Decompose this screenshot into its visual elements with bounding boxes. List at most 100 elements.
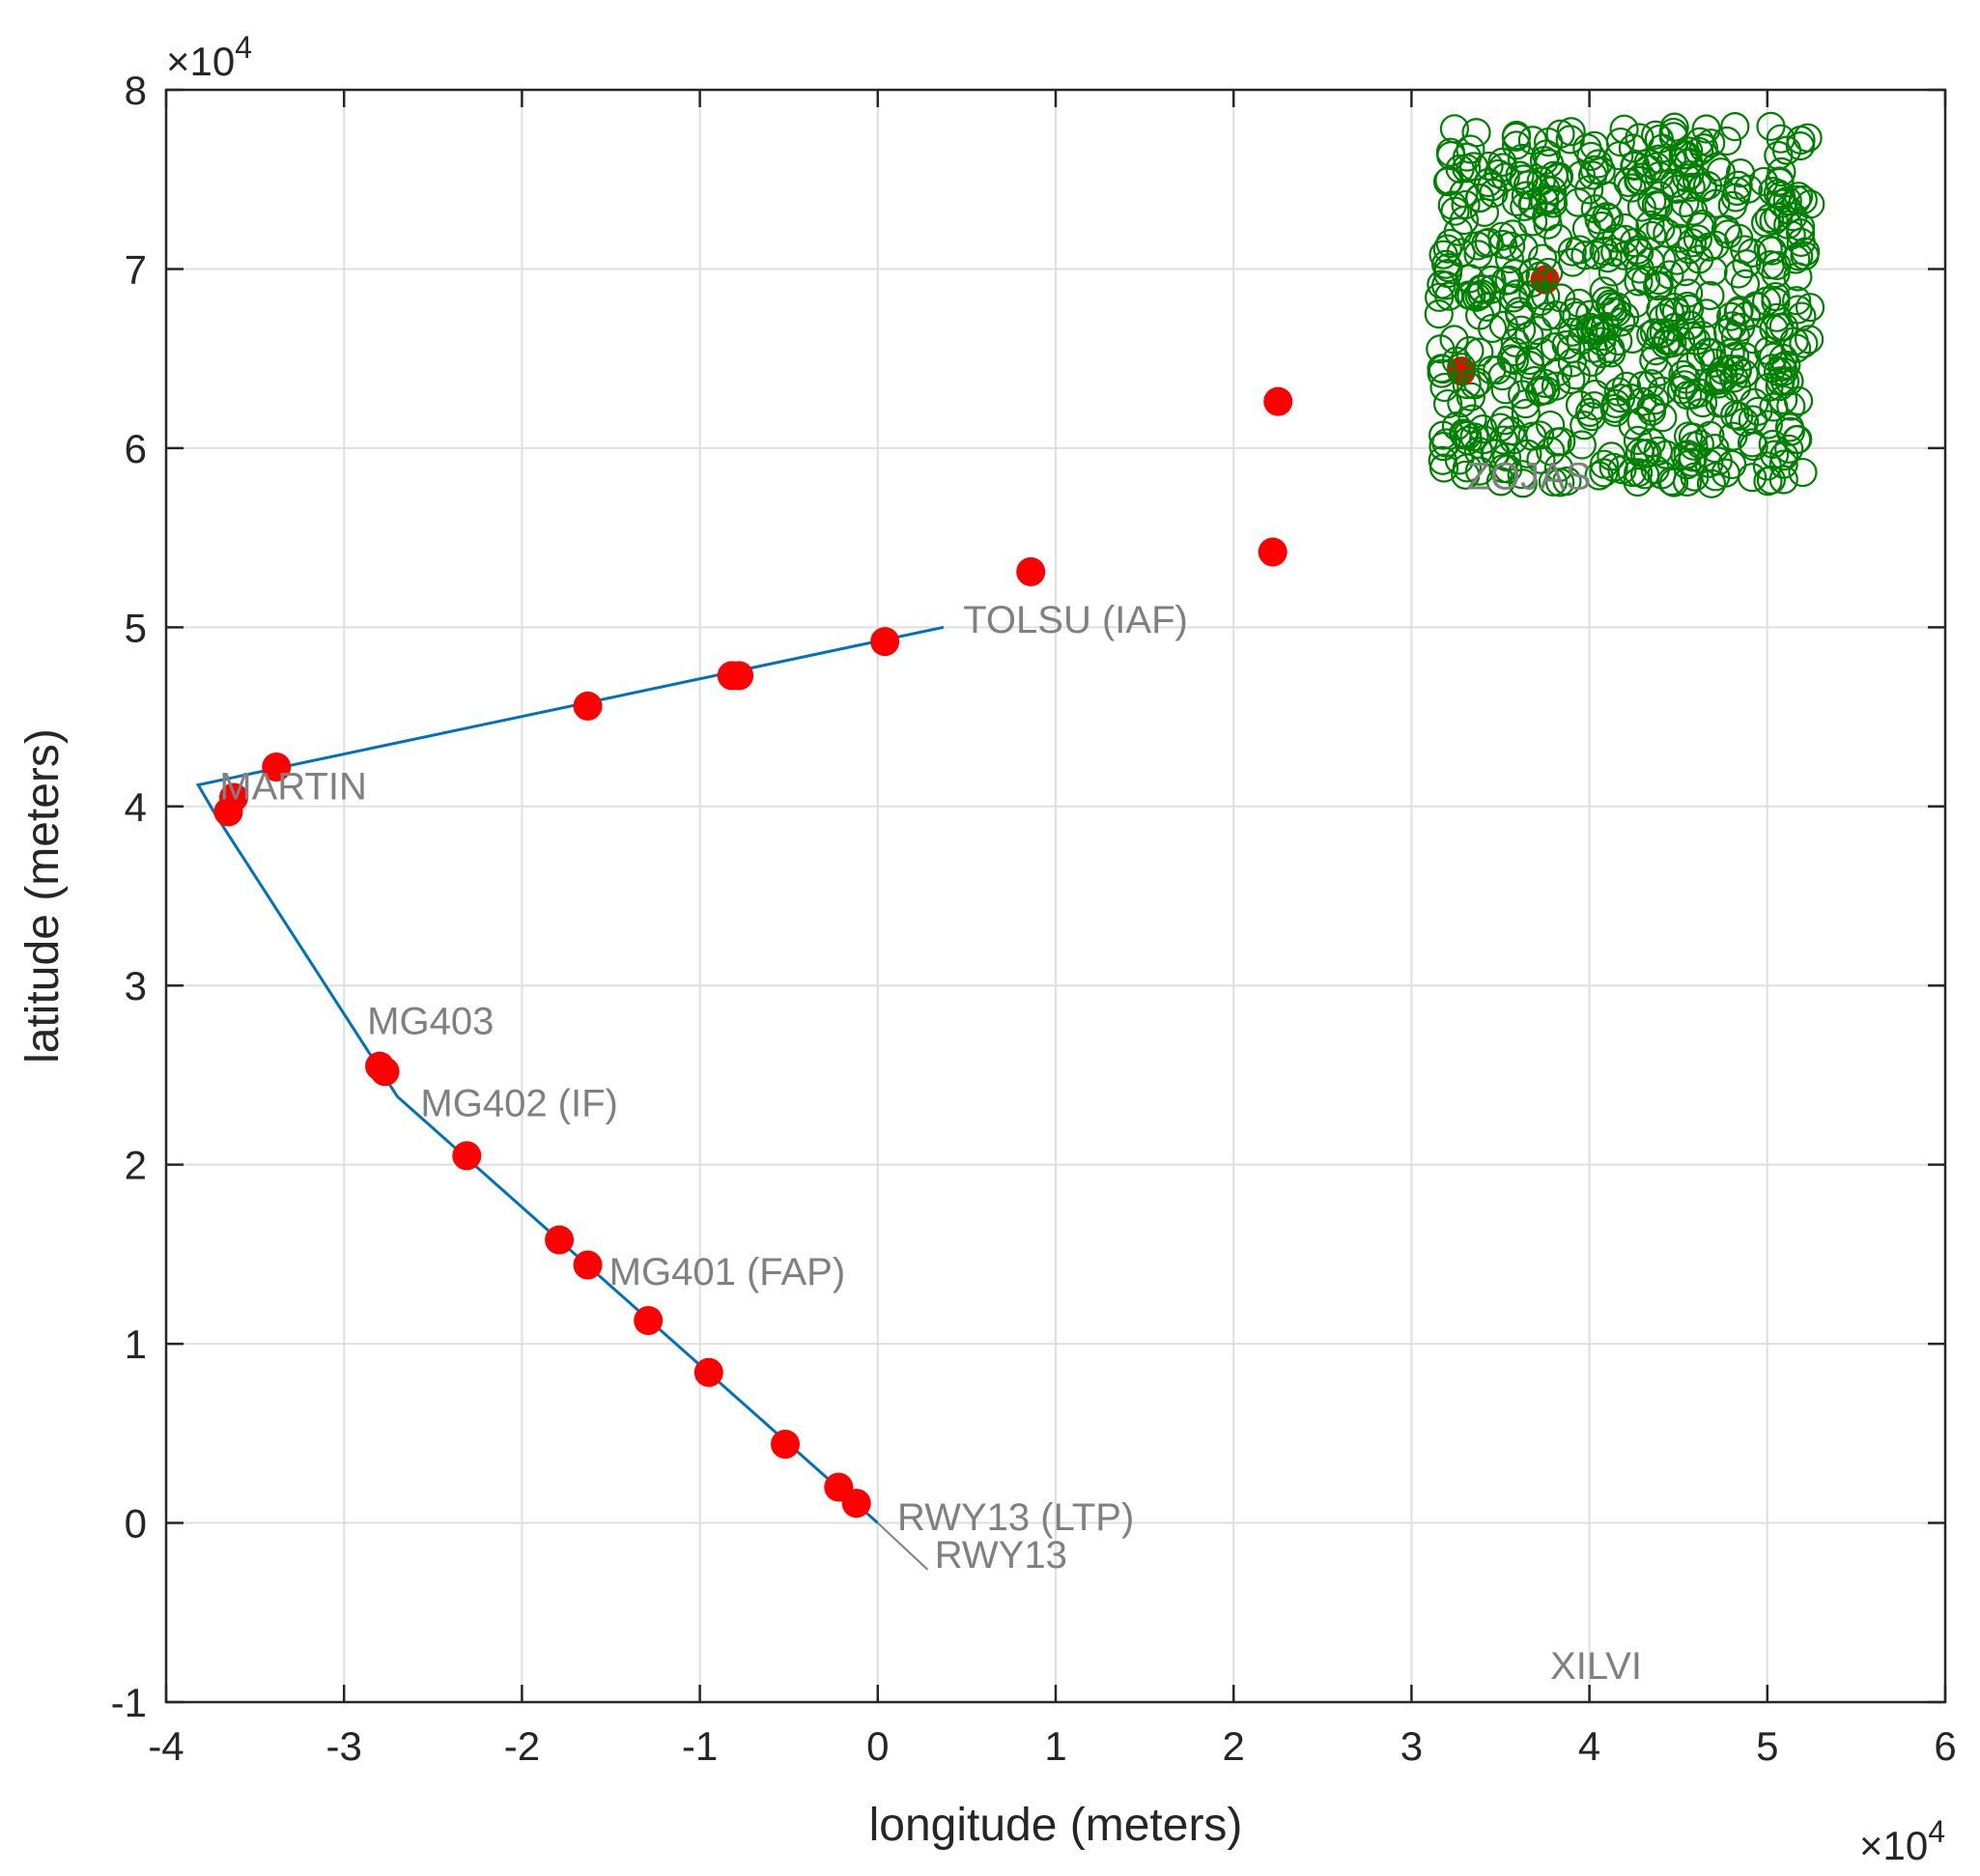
x-tick-label: 5 — [1756, 1723, 1778, 1769]
cluster-point — [1782, 286, 1812, 316]
cluster-point — [1724, 296, 1754, 326]
cluster-point — [1750, 208, 1781, 238]
y-tick-label: 8 — [125, 68, 147, 113]
waypoint-label: TOLSU (IAF) — [963, 599, 1188, 641]
cluster-point — [1454, 280, 1484, 310]
cluster-point — [1522, 316, 1552, 346]
aircraft-point — [771, 1429, 801, 1459]
runway-extension-line — [877, 1521, 929, 1571]
cluster-point — [1434, 281, 1464, 311]
cluster-point — [1490, 162, 1520, 192]
cluster-point — [1570, 411, 1599, 441]
cluster-point — [1488, 453, 1518, 484]
y-axis-label: latitude (meters) — [17, 728, 69, 1064]
cluster-point — [1488, 425, 1518, 455]
cluster-point — [1496, 231, 1526, 261]
cluster-point — [1456, 382, 1485, 412]
cluster-point — [1479, 178, 1509, 208]
x-tick-layer: -4 -3 -2 -1 0 1 2 3 4 5 6 — [148, 90, 1957, 1769]
cluster-point — [1782, 185, 1812, 214]
cluster-point — [1533, 210, 1563, 240]
y-multiplier-exponent: 4 — [235, 30, 252, 65]
cluster-point — [1433, 252, 1463, 283]
waypoint-label: MARTIN — [219, 765, 367, 808]
cluster-point — [1513, 439, 1542, 469]
cluster-point — [1511, 398, 1541, 429]
waypoint-label: ZOJAS — [1467, 456, 1592, 498]
aircraft-point — [1258, 537, 1287, 567]
cluster-point — [1431, 249, 1461, 279]
cluster-point — [1426, 334, 1456, 364]
cluster-point — [1464, 183, 1495, 213]
cluster-point — [1501, 130, 1532, 160]
cluster-point — [1452, 142, 1483, 172]
cluster-point — [1469, 197, 1500, 227]
cluster-layer — [1424, 111, 1825, 498]
cluster-point — [1645, 181, 1675, 211]
cluster-point — [1691, 298, 1721, 328]
cluster-point — [1769, 441, 1799, 471]
x-axis-label: longitude (meters) — [869, 1800, 1243, 1851]
cluster-point — [1494, 244, 1524, 274]
cluster-point — [1716, 301, 1746, 331]
cluster-point — [1640, 385, 1670, 415]
x-tick-label: 1 — [1044, 1723, 1066, 1769]
cluster-point — [1752, 451, 1782, 481]
cluster-point — [1677, 322, 1707, 352]
cluster-point — [1717, 449, 1747, 480]
cluster-point — [1425, 282, 1455, 312]
waypoint-label: MG401 (FAP) — [609, 1251, 846, 1293]
cluster-point — [1694, 232, 1724, 262]
cluster-point — [1561, 360, 1591, 390]
x-tick-label: 4 — [1578, 1723, 1600, 1769]
cluster-point — [1477, 313, 1508, 344]
cluster-point — [1763, 179, 1794, 209]
x-tick-label: 6 — [1934, 1723, 1956, 1769]
cluster-point — [1720, 111, 1750, 142]
cluster-point — [1530, 186, 1560, 216]
cluster-point — [1575, 312, 1605, 342]
cluster-point — [1575, 397, 1605, 427]
cluster-point — [1795, 293, 1825, 323]
cluster-point — [1625, 254, 1655, 284]
x-tick-label: -2 — [504, 1723, 540, 1769]
cluster-point — [1542, 163, 1573, 193]
cluster-point — [1705, 365, 1735, 395]
cluster-point — [1536, 410, 1566, 441]
cluster-point — [1505, 160, 1535, 190]
cluster-point — [1565, 390, 1596, 420]
cluster-point — [1687, 321, 1717, 351]
aircraft-layer — [213, 265, 1560, 1519]
cluster-point — [1695, 420, 1725, 450]
cluster-point — [1579, 391, 1609, 421]
cluster-point — [1756, 111, 1786, 141]
cluster-point — [1526, 286, 1556, 317]
cluster-point — [1432, 388, 1463, 419]
waypoint-label: RWY13 (LTP) — [897, 1496, 1134, 1539]
cluster-point — [1502, 121, 1532, 151]
cluster-point — [1670, 257, 1700, 287]
cluster-point — [1661, 174, 1691, 204]
y-tick-label: 0 — [125, 1501, 147, 1547]
cluster-point — [1696, 469, 1727, 498]
cluster-point — [1718, 421, 1748, 451]
cluster-point — [1767, 156, 1796, 187]
cluster-point — [1605, 127, 1635, 157]
cluster-point — [1463, 436, 1493, 467]
cluster-point — [1593, 243, 1623, 273]
cluster-point — [1655, 260, 1684, 290]
cluster-point — [1644, 191, 1674, 221]
cluster-point — [1679, 431, 1709, 461]
cluster-point — [1610, 301, 1640, 332]
cluster-point — [1437, 190, 1467, 220]
cluster-point — [1683, 224, 1712, 254]
cluster-point — [1644, 124, 1674, 155]
x-multiplier-base: ×10 — [1859, 1823, 1928, 1868]
x-multiplier-exponent: 4 — [1928, 1814, 1945, 1849]
y-tick-label: 2 — [125, 1143, 147, 1188]
cluster-point — [1636, 396, 1667, 426]
cluster-point — [1551, 329, 1581, 360]
cluster-point — [1616, 384, 1646, 413]
cluster-point — [1771, 350, 1801, 380]
cluster-point — [1737, 428, 1768, 458]
